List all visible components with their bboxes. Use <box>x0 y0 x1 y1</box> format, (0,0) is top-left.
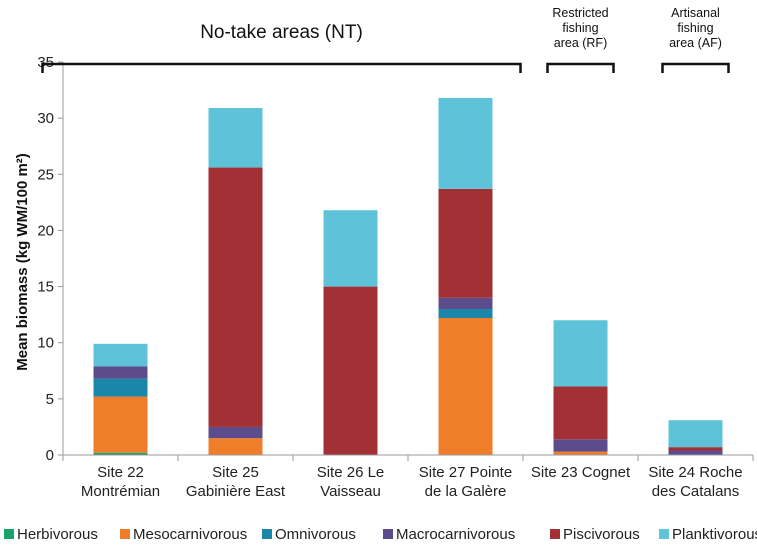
bar-segment-mesocarnivorous <box>208 438 263 455</box>
bar-segment-macrocarnivorous <box>208 426 263 439</box>
bar-segment-mesocarnivorous <box>438 318 493 455</box>
bar-segment-herbivorous <box>93 452 148 455</box>
bar-segment-omnivorous <box>438 309 493 319</box>
stacked-bars <box>93 97 723 455</box>
y-tick-label: 20 <box>37 222 54 239</box>
bar-segment-mesocarnivorous <box>93 396 148 453</box>
category-label: Site 25 Gabinière East <box>186 464 286 500</box>
bar-segment-planktivorous <box>553 320 608 387</box>
bar-segment-piscivorous <box>553 386 608 440</box>
group-bracket <box>661 62 730 73</box>
group-label: No-take areas (NT) <box>200 22 363 43</box>
legend-swatch-herbivorous <box>4 529 14 539</box>
category-label: Site 22 Montrémian <box>81 464 160 500</box>
bar-segment-macrocarnivorous <box>553 439 608 452</box>
legend-label-omnivorous: Omnivorous <box>275 526 356 543</box>
y-tick-label: 5 <box>46 391 54 408</box>
bar-segment-planktivorous <box>668 420 723 448</box>
bar-segment-planktivorous <box>323 210 378 287</box>
y-axis: 0 5 10 15 20 25 30 35 <box>37 54 64 464</box>
bar-segment-macrocarnivorous <box>438 297 493 310</box>
area-group-brackets: No-take areas (NT) Restricted fishing area … <box>41 6 730 73</box>
group-label: Artisanal fishing area (AF) <box>669 6 722 50</box>
legend-label-planktivorous: Planktivorous <box>672 526 757 543</box>
y-tick-label: 10 <box>37 335 54 352</box>
group-bracket <box>41 62 522 73</box>
legend-swatch-mesocarnivorous <box>120 529 130 539</box>
bar-segment-planktivorous <box>93 343 148 367</box>
y-tick-label: 30 <box>37 110 54 127</box>
legend-label-herbivorous: Herbivorous <box>17 526 98 543</box>
legend-label-macrocarnivorous: Macrocarnivorous <box>396 526 515 543</box>
legend-label-mesocarnivorous: Mesocarnivorous <box>133 526 247 543</box>
y-axis-label: Mean biomass (kg WM/100 m²) <box>14 153 31 371</box>
bar-segment-planktivorous <box>438 97 493 189</box>
category-label: Site 26 Le Vaisseau <box>317 464 385 500</box>
legend-swatch-piscivorous <box>550 529 560 539</box>
category-label: Site 23 Cognet <box>531 464 631 481</box>
category-label: Site 24 Roche des Catalans <box>648 464 742 500</box>
bar-segment-piscivorous <box>668 447 723 451</box>
category-label: Site 27 Pointe de la Galère <box>419 464 512 500</box>
legend: Herbivorous Mesocarnivorous Omnivorous Macr… <box>4 526 757 543</box>
bar-segment-omnivorous <box>93 378 148 397</box>
bar-segment-piscivorous <box>438 188 493 298</box>
bar-segment-piscivorous <box>208 167 263 427</box>
y-tick-label: 25 <box>37 166 54 183</box>
bar-segment-piscivorous <box>323 286 378 455</box>
group-bracket <box>546 62 615 73</box>
legend-swatch-omnivorous <box>262 529 272 539</box>
legend-swatch-planktivorous <box>659 529 669 539</box>
y-tick-label: 15 <box>37 279 54 296</box>
y-tick-label: 0 <box>46 447 54 464</box>
legend-swatch-macrocarnivorous <box>383 529 393 539</box>
group-label: Restricted fishing area (RF) <box>552 6 608 50</box>
y-tick-label: 35 <box>37 54 54 71</box>
bar-segment-macrocarnivorous <box>668 450 723 455</box>
x-axis: Site 22 Montrémian Site 25 Gabinière East Si… <box>62 454 754 500</box>
bar-segment-mesocarnivorous <box>553 451 608 455</box>
bar-segment-macrocarnivorous <box>93 366 148 379</box>
bar-segment-planktivorous <box>208 108 263 168</box>
legend-label-piscivorous: Piscivorous <box>563 526 640 543</box>
